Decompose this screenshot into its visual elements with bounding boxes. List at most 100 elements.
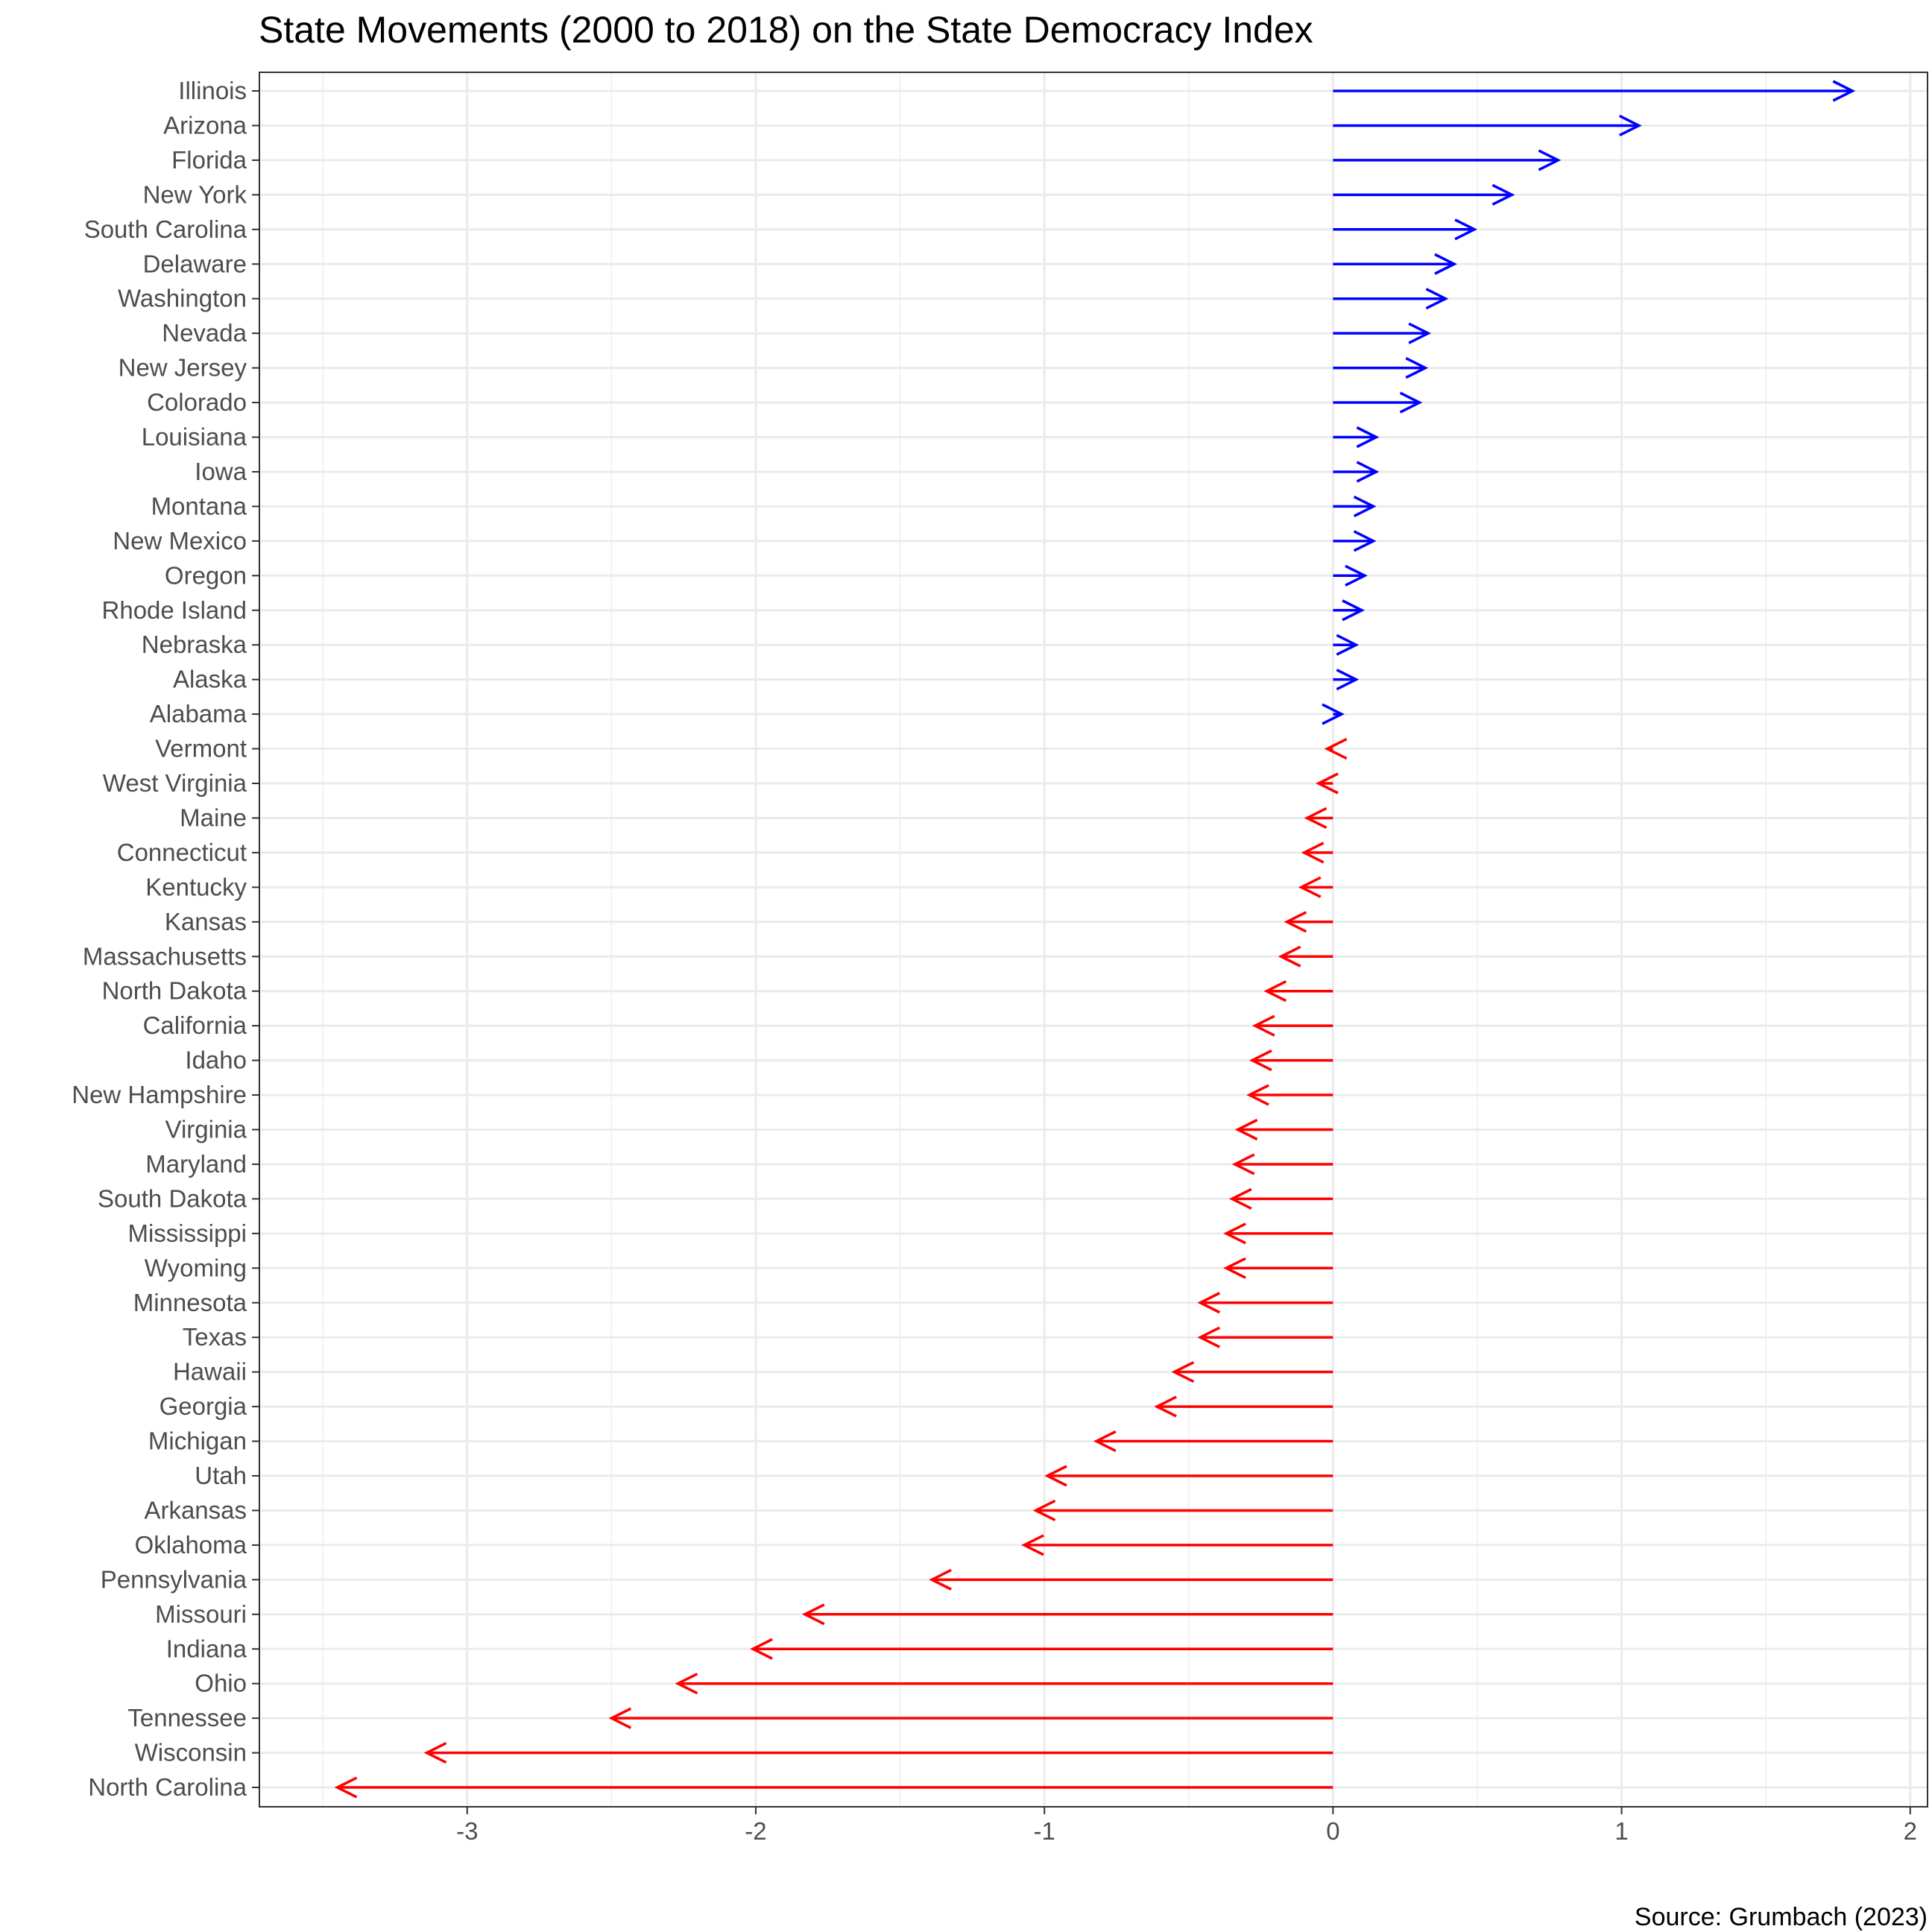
y-axis: Illinois Arizona Florida New York South Caro…: [72, 77, 259, 1801]
y-tick-label: Florida: [171, 146, 247, 174]
y-tick-label: Oregon: [165, 561, 247, 589]
arrow-head: [801, 1603, 825, 1626]
y-tick-label: Mississippi: [127, 1219, 247, 1247]
arrow-head: [1336, 634, 1360, 656]
arrow-louisiana: [1333, 426, 1380, 449]
arrow-head: [1454, 218, 1478, 241]
arrow-head: [1197, 1326, 1221, 1348]
arrow-head: [1044, 1465, 1067, 1487]
arrow-head: [1093, 1430, 1117, 1453]
arrow-ohio: [675, 1673, 1333, 1695]
arrow-delaware: [1333, 253, 1457, 275]
x-tick-label: 0: [1326, 1817, 1339, 1845]
panel-border: [259, 72, 1928, 1808]
arrow-missouri: [801, 1603, 1333, 1626]
y-tick-label: New Hampshire: [72, 1081, 247, 1108]
y-tick-label: Louisiana: [142, 423, 247, 451]
arrow-head: [1342, 599, 1366, 622]
y-tick-label: Montana: [151, 492, 247, 520]
arrow-head: [334, 1776, 358, 1799]
arrow-new-jersey: [1333, 357, 1429, 379]
arrow-head: [423, 1742, 447, 1764]
y-tick-label: South Carolina: [84, 215, 247, 243]
y-tick-label: Kentucky: [145, 873, 247, 900]
arrow-washington: [1333, 288, 1449, 310]
arrow-head: [1021, 1534, 1044, 1556]
y-tick-label: Idaho: [185, 1046, 247, 1074]
y-tick-label: Wyoming: [145, 1254, 247, 1281]
arrow-head: [1434, 253, 1457, 275]
arrow-vermont: [1324, 737, 1348, 760]
arrow-head: [1399, 391, 1423, 414]
y-tick-label: North Carolina: [88, 1773, 247, 1801]
arrow-head: [1263, 980, 1287, 1003]
y-tick-label: Hawaii: [173, 1358, 247, 1386]
arrow-tennessee: [608, 1707, 1333, 1729]
y-tick-label: Tennessee: [127, 1704, 247, 1731]
chart-caption: Source: Grumbach (2023): [1635, 1903, 1928, 1931]
arrow-head: [1345, 564, 1368, 587]
y-tick-label: Rhode Island: [102, 596, 247, 624]
arrow-iowa: [1333, 461, 1380, 483]
y-tick-label: New Mexico: [113, 527, 247, 555]
arrow-michigan: [1093, 1430, 1333, 1453]
arrow-california: [1251, 1014, 1333, 1037]
arrow-head: [1491, 183, 1515, 206]
arrow-wisconsin: [423, 1742, 1333, 1764]
arrow-maine: [1304, 806, 1333, 830]
arrow-arkansas: [1032, 1499, 1333, 1522]
x-tick-label: 2: [1904, 1817, 1917, 1845]
x-axis: -3 -2 -1 0 1 2: [456, 1807, 1917, 1845]
arrow-texas: [1197, 1326, 1333, 1348]
arrow-head: [1832, 80, 1856, 102]
arrow-virginia: [1234, 1118, 1333, 1141]
arrow-utah: [1044, 1465, 1333, 1487]
arrow-head: [1353, 530, 1377, 552]
arrow-head: [1228, 1187, 1252, 1210]
arrow-head: [929, 1568, 952, 1591]
arrow-new-york: [1333, 183, 1515, 206]
arrow-head: [1197, 1292, 1221, 1314]
arrow-south-carolina: [1333, 218, 1478, 241]
arrow-head: [1322, 703, 1345, 725]
y-tick-label: Delaware: [143, 250, 247, 277]
arrow-south-dakota: [1228, 1187, 1333, 1210]
y-tick-label: Arizona: [163, 111, 247, 139]
y-tick-label: Arkansas: [144, 1496, 247, 1524]
y-tick-label: Ohio: [195, 1670, 247, 1697]
arrow-new-mexico: [1333, 530, 1377, 552]
arrow-head: [1425, 288, 1449, 310]
arrow-head: [1336, 669, 1360, 691]
y-tick-label: Connecticut: [117, 839, 247, 866]
y-tick-label: New York: [143, 180, 247, 208]
arrow-florida: [1333, 149, 1562, 171]
y-tick-label: Oklahoma: [135, 1531, 247, 1559]
arrow-new-hampshire: [1246, 1084, 1333, 1106]
y-tick-label: Alabama: [150, 700, 247, 727]
arrow-alabama: [1322, 703, 1345, 725]
arrow-head: [1298, 876, 1322, 898]
arrow-head: [1251, 1014, 1275, 1037]
y-tick-label: Indiana: [166, 1635, 247, 1662]
arrow-head: [608, 1707, 632, 1729]
arrow-head: [1301, 842, 1325, 864]
y-tick-label: West Virginia: [103, 769, 247, 797]
arrow-illinois: [1333, 80, 1856, 102]
arrow-head: [1284, 911, 1307, 933]
y-tick-label: Wisconsin: [135, 1739, 247, 1767]
arrow-maryland: [1231, 1153, 1333, 1175]
arrow-north-dakota: [1263, 980, 1333, 1003]
arrow-head: [675, 1673, 698, 1695]
arrow-head: [1324, 737, 1348, 760]
arrow-head: [1353, 495, 1377, 517]
arrow-head: [1234, 1118, 1258, 1141]
grid: [259, 72, 1928, 1807]
arrow-rhode-island: [1333, 599, 1366, 622]
arrow-mississippi: [1223, 1222, 1333, 1245]
arrow-head: [1356, 426, 1380, 449]
arrow-pennsylvania: [929, 1568, 1333, 1591]
arrow-head: [1223, 1257, 1246, 1279]
arrow-colorado: [1333, 391, 1423, 414]
y-tick-label: Iowa: [195, 458, 247, 485]
arrow-massachusetts: [1278, 945, 1333, 967]
